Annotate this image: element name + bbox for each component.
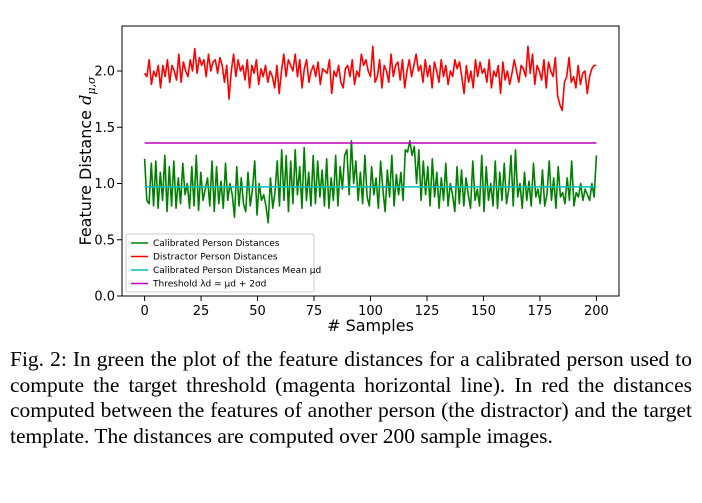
y-tick-label: 1.5 xyxy=(94,121,115,136)
legend-entry-threshold: Threshold λd = μd + 2σd xyxy=(152,280,266,290)
plot-lines xyxy=(143,45,598,224)
y-tick-label: 1.0 xyxy=(94,177,115,192)
y-axis-title: Feature Distance dμ,σ xyxy=(76,76,98,245)
figure-caption: Fig. 2: In green the plot of the feature… xyxy=(10,347,692,448)
plot-frame xyxy=(121,25,620,297)
legend-entry-distractor: Distractor Person Distances xyxy=(153,253,278,263)
x-tick-label: 150 xyxy=(471,304,496,319)
x-tick-label: 75 xyxy=(306,304,323,319)
x-tick-label: 25 xyxy=(193,304,210,319)
y-tick-label: 0.5 xyxy=(94,233,115,248)
calibrated-distances-line xyxy=(143,139,598,224)
x-axis-title: # Samples xyxy=(327,316,414,335)
legend-box xyxy=(125,233,315,293)
x-tick-label: 175 xyxy=(528,304,553,319)
distractor-distances-line xyxy=(143,45,597,112)
legend-entry-mean: Calibrated Person Distances Mean μd xyxy=(153,266,321,276)
x-axis-ticks: 0 25 50 75 100 125 150 175 200 xyxy=(140,296,609,319)
legend: Calibrated Person Distances Distractor Pe… xyxy=(125,233,321,293)
x-tick-label: 200 xyxy=(584,304,609,319)
x-tick-label: 100 xyxy=(358,304,383,319)
y-tick-label: 2.0 xyxy=(94,65,115,80)
y-axis-ticks: 0.0 0.5 1.0 1.5 2.0 xyxy=(94,65,122,305)
x-tick-label: 0 xyxy=(140,304,148,319)
feature-distance-chart: 0.0 0.5 1.0 1.5 2.0 0 25 50 75 100 125 150 175 200 #… xyxy=(76,25,620,335)
y-tick-label: 0.0 xyxy=(94,290,115,305)
x-tick-label: 125 xyxy=(415,304,440,319)
legend-entry-calibrated: Calibrated Person Distances xyxy=(153,239,280,249)
x-tick-label: 50 xyxy=(249,304,266,319)
